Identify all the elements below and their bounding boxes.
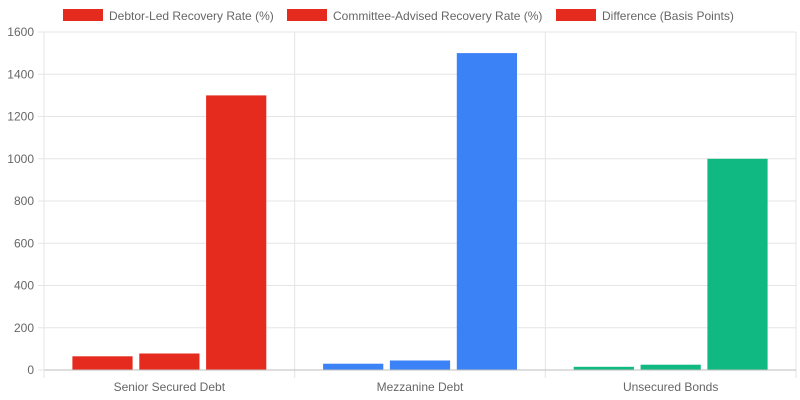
y-tick-label-2: 400 xyxy=(14,279,34,293)
bar-2-series-2 xyxy=(389,360,451,370)
y-tick-label-4: 800 xyxy=(14,194,34,208)
x-tick-label-2: Mezzanine Debt xyxy=(377,380,464,394)
bar-1-series-1 xyxy=(72,356,133,370)
legend: Debtor-Led Recovery Rate (%) Committee-Ad… xyxy=(63,9,734,23)
bar-3-series-3 xyxy=(707,158,768,371)
y-tick-label-3: 600 xyxy=(14,236,34,250)
y-tick-label-1: 200 xyxy=(14,321,34,335)
bar-1-series-3 xyxy=(206,95,267,371)
bar-1-series-2 xyxy=(139,353,200,370)
legend-label-2: Committee-Advised Recovery Rate (%) xyxy=(333,9,542,23)
y-tick-label-0: 0 xyxy=(27,363,34,377)
legend-swatch-2 xyxy=(287,9,327,21)
legend-swatch-3 xyxy=(556,9,596,21)
bar-2-series-3 xyxy=(456,53,517,370)
bar-3-series-2 xyxy=(640,364,701,370)
x-tick-label-1: Senior Secured Debt xyxy=(114,380,226,394)
y-tick-label-5: 1000 xyxy=(7,152,34,166)
x-tick-label-3: Unsecured Bonds xyxy=(623,380,718,394)
bar-2-series-1 xyxy=(323,363,384,370)
y-tick-label-8: 1600 xyxy=(7,25,34,39)
y-tick-label-6: 1200 xyxy=(7,110,34,124)
legend-label-3: Difference (Basis Points) xyxy=(602,9,734,23)
axes: 0 200 400 600 800 1000 1200 1400 1600 Senior Secu… xyxy=(7,25,796,394)
y-tick-label-7: 1400 xyxy=(7,67,34,81)
bar-3-series-1 xyxy=(573,366,634,370)
grid xyxy=(43,31,797,378)
legend-swatch-1 xyxy=(63,9,103,21)
legend-label-1: Debtor-Led Recovery Rate (%) xyxy=(109,9,274,23)
bars xyxy=(72,53,768,371)
